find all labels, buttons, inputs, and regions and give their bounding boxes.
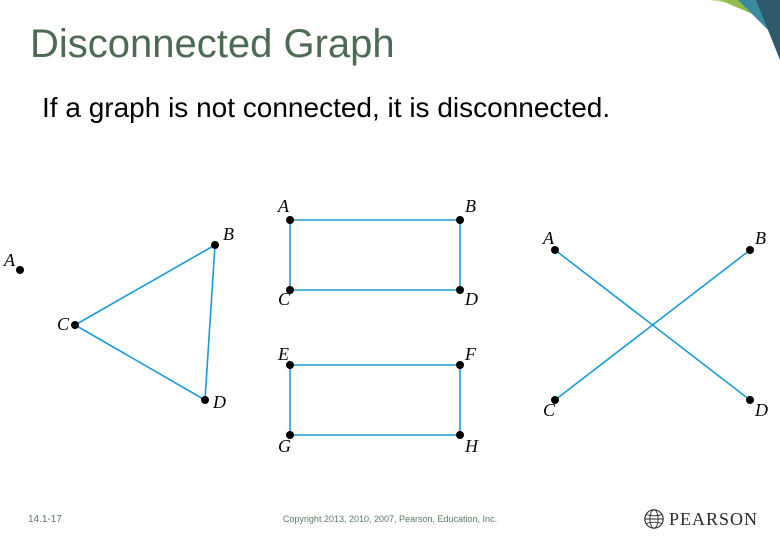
- svg-text:C: C: [278, 289, 291, 309]
- svg-text:D: D: [464, 289, 478, 309]
- graph-diagram: A B C D A B C D E F G H A B C D: [0, 190, 780, 470]
- slide-title: Disconnected Graph: [30, 22, 395, 67]
- svg-text:G: G: [278, 436, 291, 456]
- brand-word: PEARSON: [669, 509, 758, 530]
- svg-text:D: D: [212, 392, 226, 412]
- svg-text:B: B: [465, 196, 476, 216]
- svg-text:C: C: [57, 314, 70, 334]
- svg-text:H: H: [464, 436, 479, 456]
- pearson-logo: PEARSON: [643, 508, 758, 530]
- svg-text:B: B: [755, 228, 766, 248]
- svg-text:C: C: [543, 400, 556, 420]
- svg-text:B: B: [223, 224, 234, 244]
- svg-text:F: F: [464, 344, 477, 364]
- svg-text:A: A: [542, 228, 555, 248]
- slide-number: 14.1-17: [28, 514, 62, 525]
- svg-text:D: D: [754, 400, 768, 420]
- body-text: If a graph is not connected, it is disco…: [42, 90, 738, 125]
- copyright-text: Copyright 2013, 2010, 2007, Pearson, Edu…: [283, 514, 497, 524]
- svg-text:E: E: [277, 344, 289, 364]
- footer: 14.1-17 Copyright 2013, 2010, 2007, Pear…: [0, 498, 780, 540]
- svg-text:A: A: [277, 196, 290, 216]
- globe-icon: [643, 508, 665, 530]
- svg-text:A: A: [3, 250, 16, 270]
- corner-decoration: [690, 0, 780, 60]
